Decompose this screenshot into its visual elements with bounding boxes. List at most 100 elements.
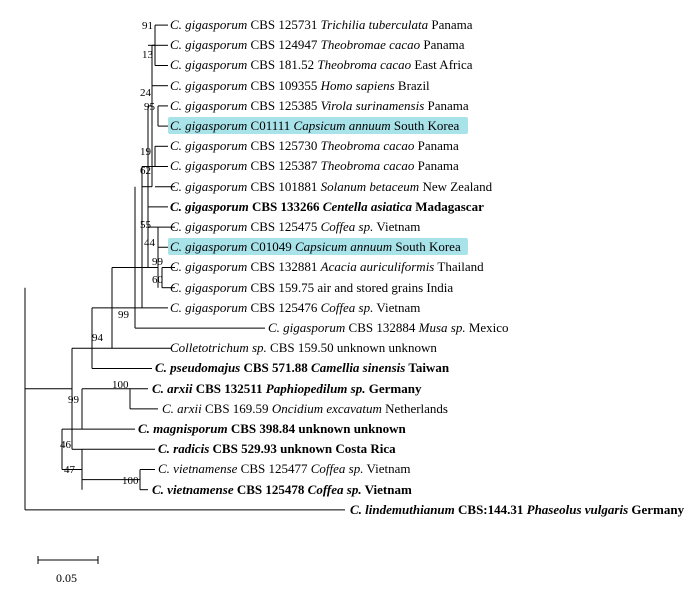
- host: Capsicum annuum: [294, 118, 391, 133]
- host: air and stored grains: [317, 280, 423, 295]
- region: Costa Rica: [335, 441, 395, 456]
- bootstrap-value: 99: [152, 257, 163, 268]
- region: Vietnam: [367, 461, 411, 476]
- taxon-label: C. vietnamense CBS 125477 Coffea sp. Vie…: [158, 462, 410, 475]
- region: Madagascar: [415, 199, 484, 214]
- species: C. vietnamense: [152, 482, 234, 497]
- bootstrap-value: 62: [140, 166, 151, 177]
- taxon-label: C. gigasporum CBS 132881 Acacia auriculi…: [170, 260, 484, 273]
- bootstrap-value: 44: [144, 238, 155, 249]
- host: Homo sapiens: [321, 78, 395, 93]
- bootstrap-value: 91: [142, 21, 153, 32]
- strain: CBS 124947: [251, 37, 318, 52]
- species: C. gigasporum: [170, 118, 247, 133]
- taxon-label: C. gigasporum CBS 101881 Solanum betaceu…: [170, 180, 492, 193]
- strain: CBS 529.93: [213, 441, 277, 456]
- host: Coffea sp.: [308, 482, 362, 497]
- taxon-label: C. gigasporum CBS 124947 Theobromae caca…: [170, 38, 465, 51]
- region: Panama: [423, 37, 464, 52]
- species: C. gigasporum: [268, 320, 345, 335]
- species: C. gigasporum: [170, 179, 247, 194]
- species: C. gigasporum: [170, 259, 247, 274]
- host: unknown: [280, 441, 332, 456]
- bootstrap-value: 55: [140, 220, 151, 231]
- host: unknown: [337, 340, 385, 355]
- bootstrap-value: 100: [122, 476, 139, 487]
- species: C. arxii: [152, 381, 192, 396]
- bootstrap-value: 47: [64, 465, 75, 476]
- strain: CBS 398.84: [231, 421, 295, 436]
- region: Panama: [428, 98, 469, 113]
- region: Brazil: [398, 78, 430, 93]
- species: C. gigasporum: [170, 78, 247, 93]
- region: Taiwan: [408, 360, 449, 375]
- bootstrap-value: 100: [112, 380, 129, 391]
- taxon-label: C. arxii CBS 132511 Paphiopedilum sp. Ge…: [152, 382, 421, 395]
- strain: CBS 125730: [251, 138, 318, 153]
- region: Panama: [418, 138, 459, 153]
- host: unknown: [298, 421, 350, 436]
- region: Mexico: [469, 320, 509, 335]
- species: C. gigasporum: [170, 37, 247, 52]
- taxon-label: C. gigasporum CBS 125730 Theobroma cacao…: [170, 139, 459, 152]
- species: C. magnisporum: [138, 421, 228, 436]
- bootstrap-value: 99: [118, 310, 129, 321]
- region: New Zealand: [422, 179, 492, 194]
- region: Panama: [418, 158, 459, 173]
- phylo-tree-figure: C. gigasporum CBS 125731 Trichilia tuber…: [0, 0, 696, 602]
- bootstrap-value: 95: [144, 102, 155, 113]
- region: Vietnam: [365, 482, 412, 497]
- bootstrap-value: 19: [140, 147, 151, 158]
- strain: CBS:144.31: [458, 502, 523, 517]
- taxon-label: C. gigasporum CBS 109355 Homo sapiens Br…: [170, 79, 430, 92]
- taxon-label: C. gigasporum C01111 Capsicum annuum Sou…: [170, 119, 459, 132]
- bootstrap-value: 94: [92, 333, 103, 344]
- taxon-label: C. gigasporum CBS 133266 Centella asiati…: [170, 200, 484, 213]
- taxon-label: C. pseudomajus CBS 571.88 Camellia sinen…: [155, 361, 449, 374]
- host: Trichilia tuberculata: [321, 17, 429, 32]
- region: India: [426, 280, 453, 295]
- host: Capsicum annuum: [295, 239, 392, 254]
- species: C. lindemuthianum: [350, 502, 455, 517]
- region: unknown: [354, 421, 406, 436]
- species: C. gigasporum: [170, 158, 247, 173]
- strain: CBS 109355: [251, 78, 318, 93]
- species: C. gigasporum: [170, 17, 247, 32]
- taxon-label: C. gigasporum CBS 125731 Trichilia tuber…: [170, 18, 473, 31]
- species: Colletotrichum sp.: [170, 340, 267, 355]
- taxon-label: C. gigasporum CBS 125476 Coffea sp. Viet…: [170, 301, 420, 314]
- strain: CBS 133266: [252, 199, 320, 214]
- taxon-label: Colletotrichum sp. CBS 159.50 unknown un…: [170, 341, 437, 354]
- taxon-label: C. gigasporum C01049 Capsicum annuum Sou…: [170, 240, 461, 253]
- region: South Korea: [395, 239, 460, 254]
- host: Camellia sinensis: [311, 360, 405, 375]
- host: Coffea sp.: [321, 219, 374, 234]
- strain: C01111: [251, 118, 291, 133]
- strain: C01049: [251, 239, 292, 254]
- strain: CBS 125387: [251, 158, 318, 173]
- strain: CBS 125478: [237, 482, 305, 497]
- host: Centella asiatica: [323, 199, 412, 214]
- bootstrap-value: 24: [140, 88, 151, 99]
- species: C. gigasporum: [170, 199, 249, 214]
- taxon-label: C. gigasporum CBS 159.75 air and stored …: [170, 281, 453, 294]
- host: Paphiopedilum sp.: [266, 381, 366, 396]
- taxon-label: C. magnisporum CBS 398.84 unknown unknow…: [138, 422, 406, 435]
- strain: CBS 125475: [251, 219, 318, 234]
- region: East Africa: [414, 57, 472, 72]
- host: Phaseolus vulgaris: [527, 502, 629, 517]
- strain: CBS 571.88: [244, 360, 308, 375]
- strain: CBS 159.75: [251, 280, 315, 295]
- host: Theobroma cacao: [317, 57, 411, 72]
- taxon-label: C. lindemuthianum CBS:144.31 Phaseolus v…: [350, 503, 684, 516]
- region: unknown: [389, 340, 437, 355]
- region: Vietnam: [376, 219, 420, 234]
- taxon-label: C. gigasporum CBS 125385 Virola suriname…: [170, 99, 469, 112]
- species: C. gigasporum: [170, 300, 247, 315]
- host: Oncidium excavatum: [272, 401, 382, 416]
- strain: CBS 132881: [251, 259, 318, 274]
- taxon-label: C. gigasporum CBS 181.52 Theobroma cacao…: [170, 58, 473, 71]
- scale-bar-label: 0.05: [56, 572, 77, 584]
- species: C. gigasporum: [170, 239, 247, 254]
- taxon-label: C. arxii CBS 169.59 Oncidium excavatum N…: [162, 402, 448, 415]
